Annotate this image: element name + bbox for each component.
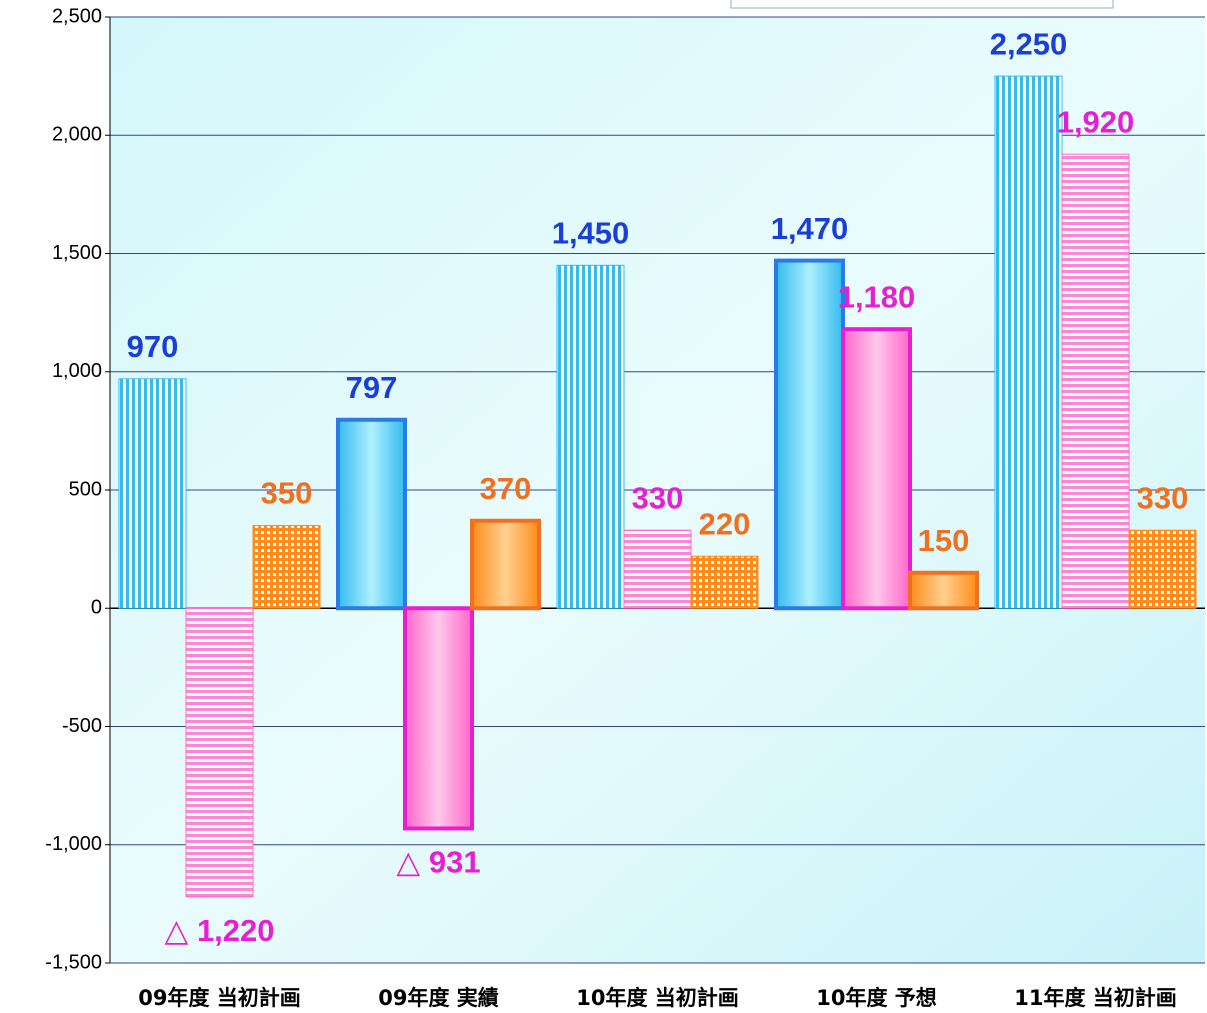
value-label: 1,450: [552, 216, 630, 251]
bar: [403, 606, 474, 831]
value-label: 150: [918, 523, 970, 558]
x-tick-label: 11年度 当初計画: [1014, 986, 1177, 1010]
bar: [1128, 529, 1197, 609]
bar: [690, 555, 759, 609]
bar: [623, 529, 692, 609]
value-label: 1,470: [771, 211, 849, 246]
value-label: 220: [699, 506, 751, 541]
x-tick-label: 09年度 当初計画: [138, 986, 301, 1010]
value-label: △ 1,220: [164, 913, 274, 948]
legend-box: [730, 0, 1114, 9]
bar: [118, 378, 187, 609]
y-tick-label: 1,000: [52, 360, 102, 382]
value-label: 2,250: [990, 26, 1068, 61]
value-label: 330: [632, 480, 684, 515]
value-label: 330: [1137, 480, 1189, 515]
value-label: 370: [480, 471, 532, 506]
value-label: 797: [346, 370, 398, 405]
bar: [185, 607, 254, 898]
y-tick-label: -1,500: [45, 951, 102, 973]
y-tick-label: -1,000: [45, 833, 102, 855]
bar: [252, 524, 321, 609]
x-tick-label: 10年度 当初計画: [576, 986, 739, 1010]
value-label: △ 931: [396, 845, 480, 880]
value-label: 1,180: [838, 279, 916, 314]
y-tick-label: 1,500: [52, 242, 102, 264]
y-tick-label: 0: [91, 597, 102, 619]
bar: [556, 264, 625, 609]
bar: [841, 327, 912, 611]
bar: [336, 417, 407, 611]
y-tick-label: 2,000: [52, 124, 102, 146]
bar: [994, 75, 1063, 609]
y-tick-label: 2,500: [52, 5, 102, 27]
value-label: 350: [261, 476, 313, 511]
y-tick-label: -500: [62, 715, 102, 737]
x-tick-label: 10年度 予想: [816, 986, 937, 1010]
bar: [1061, 153, 1130, 609]
value-label: 970: [127, 329, 179, 364]
value-label: 1,920: [1057, 104, 1135, 139]
x-tick-label: 09年度 実績: [378, 986, 499, 1010]
bar: [774, 258, 845, 611]
bar: [908, 570, 979, 611]
bar: [470, 518, 541, 611]
y-tick-label: 500: [69, 478, 102, 500]
